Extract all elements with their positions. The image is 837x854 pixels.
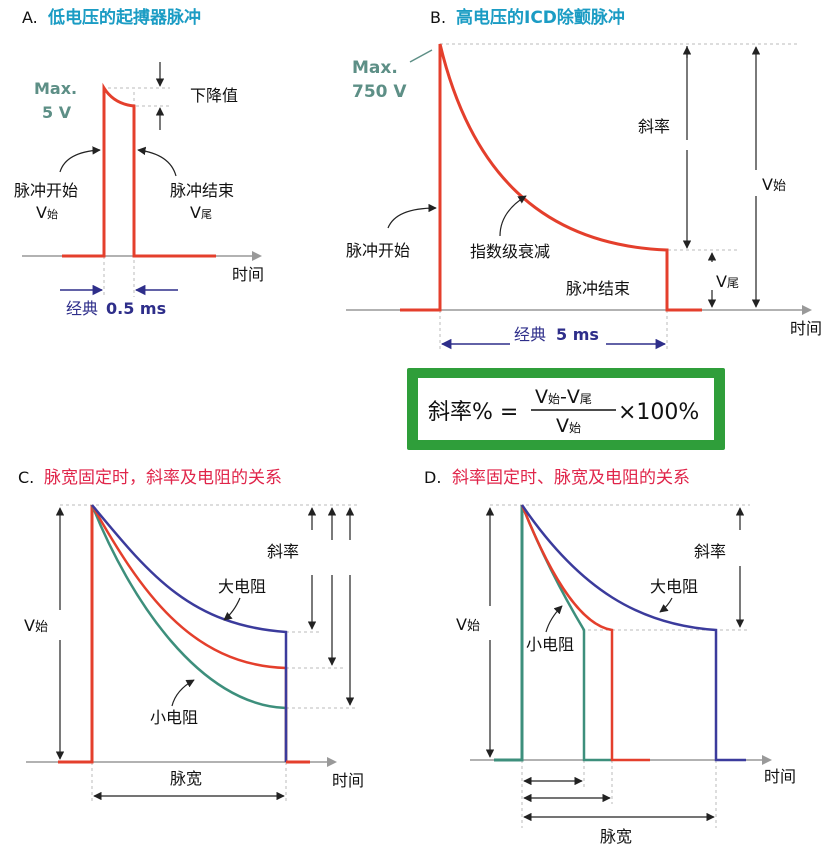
panel-b-max-value: 750 V [352, 82, 407, 102]
panel-c-low-r-label: 小电阻 [150, 708, 198, 727]
formula-numerator: V始-V尾 [535, 386, 592, 408]
panel-c-letter: C. [18, 468, 34, 487]
panel-d-slope-label: 斜率 [694, 542, 726, 561]
panel-a-end-label: 脉冲结束 [170, 181, 234, 200]
panel-d: D. 斜率固定时、脉宽及电阻的关系 时间 V始 斜率 大电阻 小电阻 [424, 468, 796, 846]
panel-d-low-resistance-curve [520, 504, 612, 762]
panel-d-letter: D. [424, 468, 441, 487]
formula-rhs: ×100% [618, 400, 699, 425]
panel-a-width-prefix: 经典 [66, 299, 98, 318]
panel-c-high-resistance-curve [91, 504, 288, 762]
panel-b-start-pointer [387, 203, 437, 229]
panel-c-width-label: 脉宽 [170, 769, 202, 788]
panel-d-title: 斜率固定时、脉宽及电阻的关系 [452, 468, 690, 488]
panel-b-width-value: 5 ms [556, 325, 599, 344]
panel-b-vstart: V始 [762, 175, 786, 194]
panel-c-title: 脉宽固定时，斜率及电阻的关系 [44, 468, 282, 488]
panel-d-low-r-label: 小电阻 [526, 635, 574, 654]
panel-a-time-label: 时间 [232, 265, 264, 284]
panel-a-start-v: V始 [36, 203, 58, 222]
panel-b-decay-label: 指数级衰减 [470, 242, 550, 261]
panel-d-mid-resistance-curve [520, 504, 650, 762]
panel-c-vstart: V始 [24, 616, 48, 635]
panel-c-slope-label: 斜率 [267, 542, 299, 561]
panel-b-decay-pointer [499, 195, 527, 237]
panel-a-letter: A. [22, 8, 38, 27]
panel-b-time-label: 时间 [790, 319, 822, 338]
panel-a-droop-label: 下降值 [190, 86, 238, 105]
panel-b-title: 高电压的ICD除颤脉冲 [456, 7, 625, 28]
panel-d-vstart: V始 [456, 615, 480, 634]
panel-c-low-resistance-curve [90, 504, 288, 762]
panel-b-width-prefix: 经典 [514, 325, 546, 344]
panel-a-start-label: 脉冲开始 [14, 181, 78, 200]
panel-b-icd-pulse [400, 43, 702, 312]
panel-d-width-label: 脉宽 [600, 827, 632, 846]
panel-b: B. 高电压的ICD除颤脉冲 时间 Max. 750 V 斜率 V始 V尾 脉冲… [346, 7, 822, 352]
slope-formula-box: 斜率% = V始-V尾 V始 ×100% [407, 368, 725, 450]
panel-a: A. 低电压的起搏器脉冲 时间 Max. 5 V 下降值 脉冲开始 V始 脉冲结… [14, 7, 264, 319]
panel-b-letter: B. [430, 8, 446, 27]
panel-a-title: 低电压的起搏器脉冲 [47, 7, 201, 28]
panel-a-width-value: 0.5 ms [106, 299, 166, 318]
panel-c-time-label: 时间 [332, 771, 364, 790]
panel-c: C. 脉宽固定时，斜率及电阻的关系 时间 V始 斜率 大电阻 [18, 468, 364, 802]
formula-lhs: 斜率% = [428, 400, 518, 425]
panel-a-end-pointer [137, 146, 177, 177]
panel-a-end-v: V尾 [190, 203, 212, 222]
panel-c-mid-resistance-curve [90, 504, 288, 762]
panel-d-high-r-label: 大电阻 [650, 577, 698, 596]
panel-b-vend: V尾 [716, 272, 739, 291]
panel-a-start-pointer [59, 146, 101, 173]
panel-b-end-label: 脉冲结束 [566, 279, 630, 298]
panel-a-max-label: Max. [34, 79, 77, 98]
formula-denominator: V始 [556, 415, 581, 437]
panel-a-pacing-pulse [62, 82, 216, 258]
panel-c-high-r-label: 大电阻 [218, 577, 266, 596]
panel-a-max-value: 5 V [42, 103, 72, 122]
panel-d-time-label: 时间 [764, 767, 796, 786]
panel-b-max-label: Max. [352, 58, 398, 78]
panel-a-axis-arrow [252, 251, 262, 261]
panel-b-slope-label: 斜率 [638, 117, 670, 136]
panel-b-start-label: 脉冲开始 [346, 241, 410, 260]
panel-d-high-resistance-curve [520, 504, 746, 762]
